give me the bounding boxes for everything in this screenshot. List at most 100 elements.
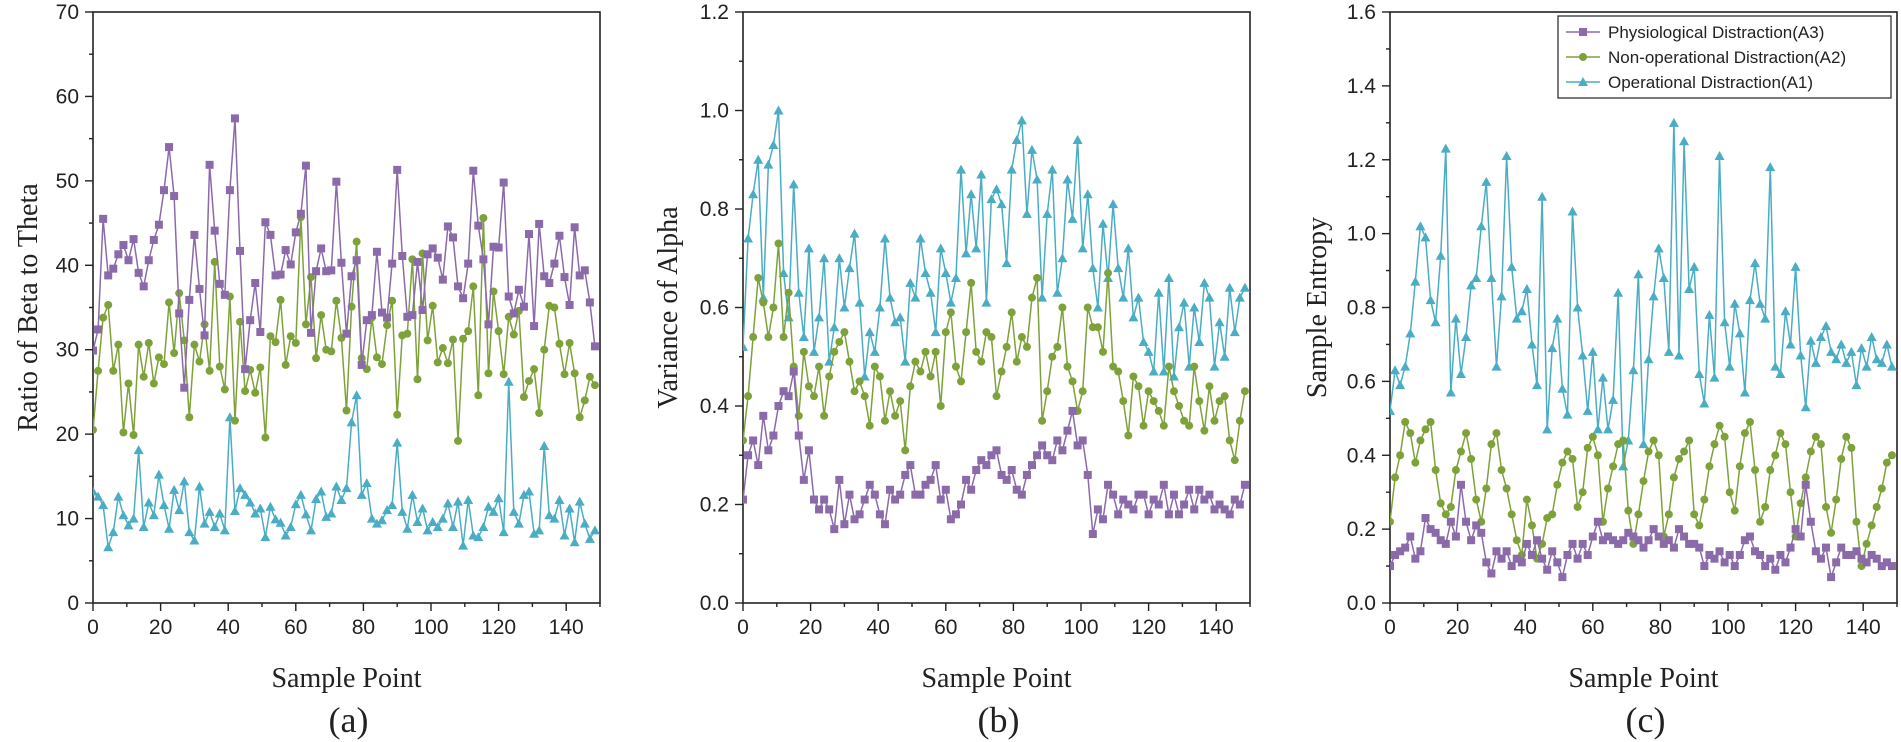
data-point bbox=[1239, 282, 1250, 292]
data-point bbox=[1527, 521, 1536, 530]
data-point bbox=[518, 489, 529, 499]
data-point bbox=[473, 532, 484, 542]
data-point bbox=[1012, 357, 1021, 366]
data-point bbox=[241, 387, 250, 396]
data-point bbox=[1033, 451, 1042, 460]
data-point bbox=[1719, 317, 1730, 327]
data-point bbox=[331, 481, 342, 491]
legend-marker bbox=[1579, 28, 1587, 36]
data-point bbox=[1593, 517, 1602, 526]
data-point bbox=[341, 483, 352, 493]
data-point bbox=[1401, 418, 1410, 427]
data-point bbox=[997, 367, 1006, 376]
series-circle bbox=[743, 239, 1249, 465]
data-point bbox=[1710, 440, 1719, 449]
data-point bbox=[967, 278, 976, 287]
x-axis-title: Sample Point bbox=[1568, 663, 1718, 694]
data-point bbox=[1078, 436, 1087, 445]
data-point bbox=[317, 311, 326, 320]
data-point bbox=[337, 258, 346, 267]
data-point bbox=[825, 505, 834, 514]
series-square bbox=[93, 114, 599, 392]
data-point bbox=[1401, 543, 1410, 552]
data-point bbox=[540, 345, 549, 354]
data-point bbox=[448, 233, 457, 242]
data-point bbox=[1391, 473, 1400, 482]
data-point bbox=[1583, 550, 1592, 559]
data-point bbox=[860, 495, 869, 504]
data-point bbox=[479, 214, 488, 223]
data-point bbox=[778, 268, 789, 278]
data-point bbox=[1440, 143, 1451, 153]
data-point bbox=[1690, 539, 1699, 548]
data-point bbox=[1730, 562, 1739, 571]
data-point bbox=[1118, 292, 1129, 302]
data-point bbox=[560, 370, 569, 379]
data-point bbox=[544, 510, 555, 520]
data-point bbox=[835, 475, 844, 484]
data-point bbox=[565, 338, 574, 347]
data-point bbox=[962, 475, 971, 484]
data-point bbox=[1487, 440, 1496, 449]
data-point bbox=[1053, 342, 1062, 351]
data-point bbox=[1492, 547, 1501, 556]
legend-label: Physiological Distraction(A3) bbox=[1608, 23, 1824, 42]
data-point bbox=[276, 295, 285, 304]
data-point bbox=[855, 510, 864, 519]
data-point bbox=[1149, 397, 1158, 406]
data-point bbox=[590, 342, 599, 351]
data-point bbox=[1886, 361, 1897, 371]
data-point bbox=[1395, 380, 1406, 390]
data-point bbox=[1052, 287, 1063, 297]
data-point bbox=[1634, 510, 1643, 519]
data-point bbox=[1547, 343, 1558, 353]
data-point bbox=[327, 266, 336, 275]
data-point bbox=[1653, 243, 1664, 253]
data-point bbox=[769, 431, 778, 440]
data-point bbox=[484, 369, 493, 378]
data-point bbox=[214, 508, 225, 518]
data-point bbox=[1745, 418, 1754, 427]
data-point bbox=[1668, 117, 1679, 127]
data-point bbox=[1851, 380, 1862, 390]
data-point bbox=[875, 510, 884, 519]
data-point bbox=[865, 480, 874, 489]
data-point bbox=[240, 489, 251, 499]
data-point bbox=[1538, 554, 1547, 563]
data-point bbox=[1390, 405, 1395, 415]
y-tick-label: 0.4 bbox=[700, 395, 730, 418]
data-point bbox=[1765, 162, 1776, 172]
data-point bbox=[535, 409, 544, 418]
series-circle bbox=[93, 213, 599, 445]
data-point bbox=[1022, 470, 1031, 479]
data-point bbox=[1467, 536, 1476, 545]
data-point bbox=[1795, 350, 1806, 360]
data-point bbox=[190, 230, 199, 239]
data-point bbox=[1148, 366, 1159, 376]
data-point bbox=[1037, 292, 1048, 302]
series-square bbox=[743, 367, 1249, 539]
data-point bbox=[245, 497, 256, 507]
data-point bbox=[1573, 502, 1582, 511]
data-point bbox=[830, 525, 839, 534]
data-point bbox=[236, 317, 245, 326]
series-triangle bbox=[93, 376, 600, 552]
data-point bbox=[1751, 547, 1760, 556]
data-point bbox=[286, 332, 295, 341]
data-point bbox=[1204, 292, 1215, 302]
data-point bbox=[890, 317, 901, 327]
data-point bbox=[1461, 332, 1472, 342]
x-axis-title: Sample Point bbox=[271, 663, 421, 694]
data-point bbox=[256, 363, 265, 372]
data-point bbox=[1134, 382, 1143, 391]
data-point bbox=[170, 192, 179, 201]
data-point bbox=[398, 251, 407, 260]
data-point bbox=[1563, 447, 1572, 456]
data-point bbox=[1780, 306, 1791, 316]
data-point bbox=[870, 362, 879, 371]
data-point bbox=[1092, 302, 1103, 312]
data-point bbox=[1832, 495, 1841, 504]
data-point bbox=[900, 356, 911, 366]
data-point bbox=[1856, 343, 1867, 353]
data-point bbox=[352, 237, 361, 246]
